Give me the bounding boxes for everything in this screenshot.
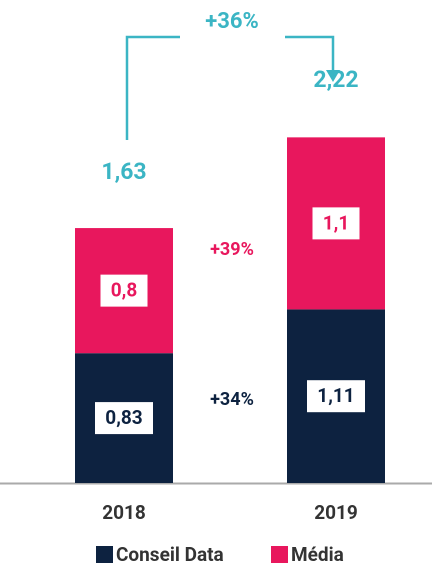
value-label: 1,11	[317, 384, 354, 407]
total-label: 1,63	[101, 158, 146, 185]
total-label: 2,22	[313, 66, 358, 93]
value-label-box	[93, 400, 155, 437]
growth-data: +34%	[210, 389, 254, 410]
arrow-head	[326, 70, 340, 82]
x-tick-label: 2019	[314, 501, 358, 524]
growth-media: +39%	[210, 239, 254, 260]
value-label-box	[305, 378, 367, 415]
legend-label: Conseil Data	[116, 543, 224, 566]
legend-label: Média	[291, 543, 344, 566]
legend-swatch	[271, 546, 288, 563]
value-label: 1,1	[323, 211, 349, 234]
growth-arrow	[125, 35, 335, 140]
value-label: 0,83	[105, 406, 142, 429]
value-label-box	[310, 205, 362, 242]
growth-total: +36%	[205, 9, 259, 34]
value-label-box	[98, 272, 150, 309]
value-label: 0,8	[111, 279, 138, 302]
legend-swatch	[96, 546, 113, 563]
x-tick-label: 2018	[102, 501, 146, 524]
